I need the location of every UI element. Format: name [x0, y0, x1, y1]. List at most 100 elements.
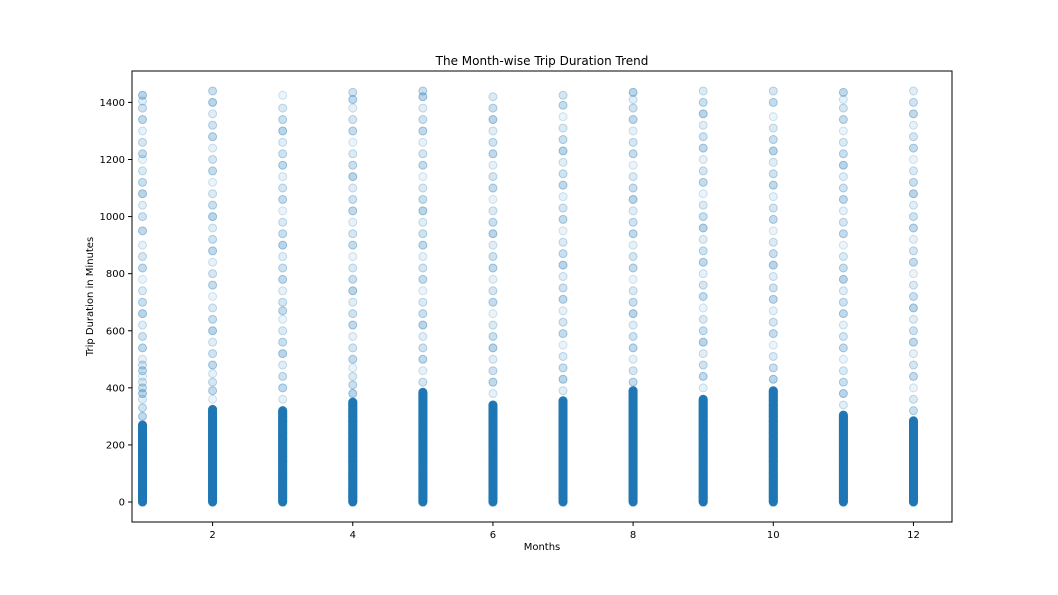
scatter-point — [768, 135, 778, 145]
y-tick-label: 800 — [106, 269, 125, 280]
scatter-point — [348, 371, 358, 381]
scatter-point — [488, 389, 498, 399]
scatter-point — [208, 177, 218, 187]
scatter-point — [768, 329, 778, 339]
scatter-point — [488, 331, 498, 341]
scatter-point — [138, 420, 148, 430]
scatter-point — [348, 160, 358, 170]
scatter-point — [208, 166, 218, 176]
scatter-point — [278, 183, 288, 193]
scatter-point — [348, 263, 358, 273]
scatter-point — [628, 95, 638, 105]
scatter-point — [138, 286, 148, 296]
scatter-point — [418, 229, 428, 239]
scatter-point — [208, 337, 218, 347]
scatter-point — [558, 374, 568, 384]
scatter-point — [558, 237, 568, 247]
scatter-point — [908, 257, 918, 267]
scatter-point — [558, 386, 568, 396]
scatter-point — [908, 154, 918, 164]
scatter-point — [138, 103, 148, 113]
scatter-point — [488, 137, 498, 147]
scatter-point — [698, 292, 708, 301]
scatter-point — [138, 115, 148, 125]
scatter-point — [628, 297, 638, 307]
scatter-point — [908, 109, 918, 119]
scatter-point — [488, 274, 498, 284]
scatter-point — [208, 314, 218, 324]
scatter-point — [628, 309, 638, 319]
scatter-point — [908, 246, 918, 256]
scatter-point — [418, 137, 428, 147]
scatter-point — [348, 354, 358, 364]
scatter-point — [558, 169, 568, 179]
scatter-point — [138, 360, 148, 370]
scatter-point — [838, 286, 848, 296]
scatter-point — [558, 340, 568, 350]
scatter-point — [698, 314, 708, 324]
scatter-point — [698, 143, 708, 153]
scatter-point — [838, 410, 848, 420]
scatter-point — [628, 286, 638, 296]
scatter-point — [908, 292, 918, 301]
scatter-point — [278, 137, 288, 147]
scatter-point — [768, 237, 778, 247]
scatter-point — [698, 349, 708, 359]
scatter-point — [768, 249, 778, 259]
scatter-point — [418, 217, 428, 227]
scatter-point — [208, 280, 218, 290]
scatter-point — [138, 240, 148, 250]
scatter-point — [278, 172, 288, 182]
scatter-point — [418, 309, 428, 319]
scatter-point — [348, 183, 358, 193]
scatter-point — [558, 157, 568, 167]
scatter-point — [278, 297, 288, 307]
scatter-point — [278, 252, 288, 262]
scatter-point — [138, 343, 148, 353]
scatter-point — [278, 306, 288, 316]
y-tick-label: 0 — [119, 498, 125, 509]
scatter-point — [558, 214, 568, 224]
scatter-point — [418, 343, 428, 353]
scatter-point — [138, 403, 148, 413]
scatter-point — [908, 166, 918, 176]
scatter-point — [278, 349, 288, 359]
scatter-point — [768, 374, 778, 384]
scatter-point — [558, 226, 568, 236]
scatter-point — [558, 306, 568, 316]
scatter-point — [908, 120, 918, 130]
scatter-point — [208, 303, 218, 313]
scatter-point — [348, 87, 358, 97]
scatter-point — [488, 240, 498, 250]
scatter-point — [838, 160, 848, 170]
x-tick-label: 2 — [209, 530, 215, 541]
scatter-point — [628, 377, 638, 387]
scatter-point — [768, 192, 778, 202]
scatter-point — [838, 366, 848, 376]
scatter-point — [908, 360, 918, 370]
scatter-point — [838, 137, 848, 147]
scatter-point — [418, 366, 428, 376]
scatter-point — [138, 366, 148, 376]
scatter-point — [488, 172, 498, 182]
scatter-point — [208, 97, 218, 107]
scatter-point — [628, 172, 638, 182]
scatter-point — [278, 217, 288, 227]
scatter-point — [348, 380, 358, 390]
scatter-point — [768, 169, 778, 179]
scatter-point — [908, 200, 918, 210]
scatter-point — [768, 340, 778, 350]
scatter-point — [558, 351, 568, 361]
scatter-point — [558, 192, 568, 202]
scatter-point — [138, 274, 148, 284]
scatter-point — [278, 90, 288, 100]
scatter-point — [488, 366, 498, 376]
scatter-point — [138, 90, 148, 100]
scatter-point — [488, 103, 498, 113]
scatter-point — [278, 406, 288, 416]
scatter-point — [208, 86, 218, 96]
scatter-point — [418, 194, 428, 204]
scatter-point — [908, 269, 918, 279]
scatter-point — [768, 283, 778, 293]
scatter-point — [698, 177, 708, 187]
